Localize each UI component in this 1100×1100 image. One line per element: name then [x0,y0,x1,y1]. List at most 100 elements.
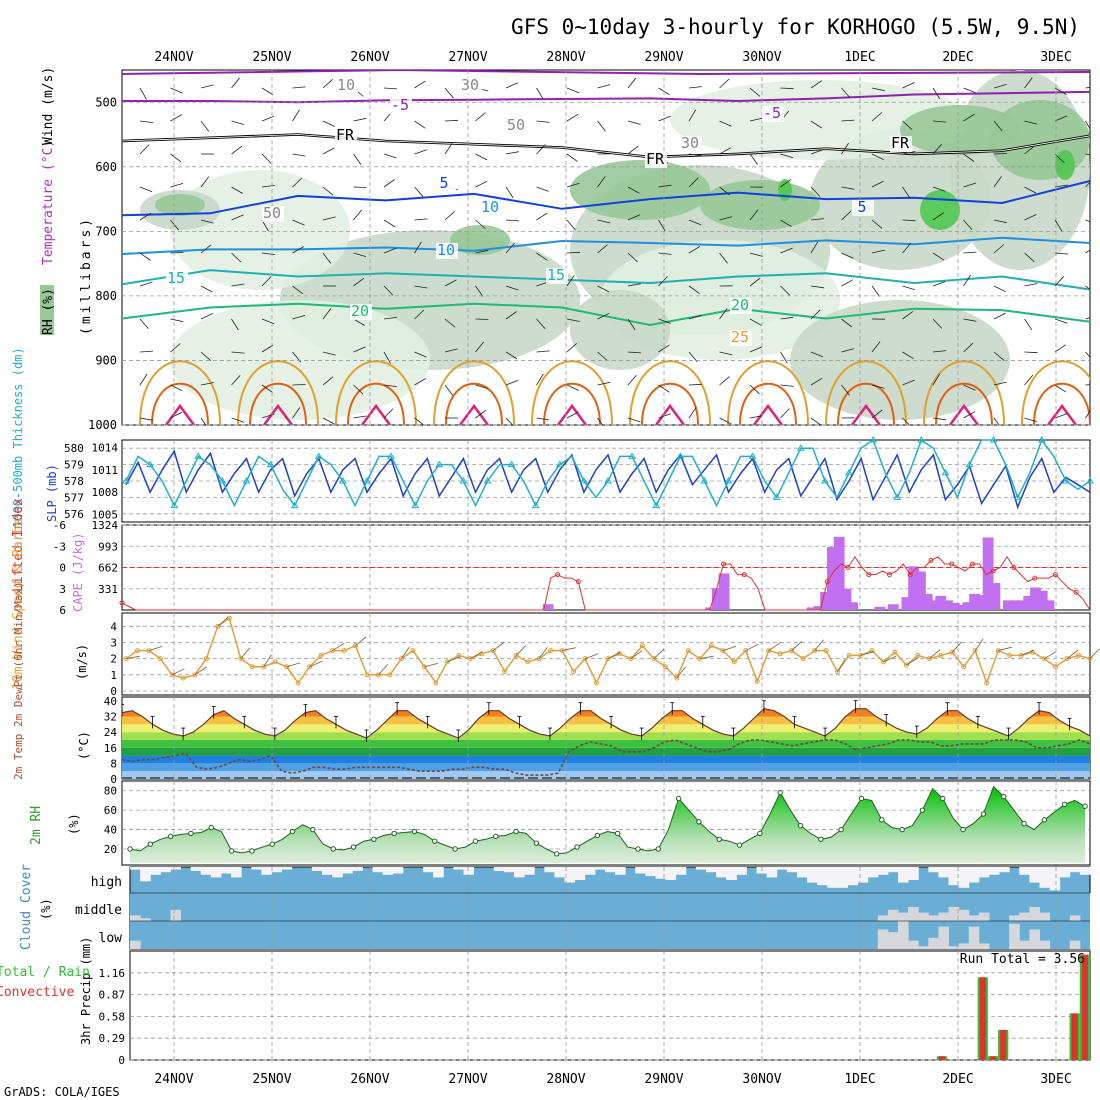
wind10m-marker [330,648,336,654]
wind10m-marker [284,664,290,670]
precip-convective-bar [1071,1013,1078,1060]
wind-barb [353,252,367,257]
isotherm-25-arch [139,360,221,425]
wind-barb [841,210,852,221]
cloud-block [170,909,182,921]
bottom-date-label: 26NOV [350,1072,389,1087]
precip-axis-label: 3hr Precip (mm) [79,937,93,1045]
temp-tick: 24 [104,726,118,739]
wind-barb [536,318,546,329]
pressure-tick: 1000 [88,418,117,432]
wind-barb [353,415,367,419]
rh-marker [208,824,214,831]
wind-barb [719,252,728,264]
wind10m-marker [295,680,301,686]
wind10m-barb [538,647,548,659]
wind-barb [353,117,367,122]
cape-bar [542,604,554,610]
wind-barb [1054,413,1068,419]
wind-barb [444,211,455,221]
isotherm-30-arch [935,382,993,425]
slp-tick: 1005 [92,509,119,522]
wind-barb [688,245,701,254]
cape-bar [969,593,980,610]
wind-barb [932,87,941,100]
thickness-marker [122,477,130,484]
wind-barb [1054,318,1068,324]
contour-label-bg [460,78,482,94]
cloud-gap [342,867,353,874]
thickness-marker [724,477,733,484]
wind10m-marker [708,643,714,649]
cloud-gap [261,867,272,875]
wind10m-marker [972,648,978,654]
temp-tick: 0 [110,773,117,786]
wind-barb [292,86,306,89]
rh-marker [1041,817,1048,823]
wind-barb [231,351,245,354]
wind-barb [688,177,699,188]
wind10m-marker [949,649,955,655]
wind-barb [810,351,824,358]
rh-marker [411,828,418,835]
wind-barb [414,120,426,129]
rh-marker [777,789,783,796]
li-marker [845,565,851,570]
rh-marker [147,841,154,847]
wind-barb [932,120,947,123]
wind-barb [810,186,821,197]
wind10m-marker [639,643,645,649]
isotherm-30-arch [543,382,601,425]
cape-bar [1043,600,1055,610]
cape-bar [874,606,886,610]
wind-barb [414,218,428,221]
wind-barb [505,379,519,386]
cloud-gap [463,867,475,875]
li-tick: -6 [53,519,66,532]
thickness-marker [1086,477,1094,484]
wind-barb [1085,87,1090,89]
wind-barb [688,383,703,386]
wind-barb [261,87,274,96]
contour-label-bg [852,200,874,216]
wind-barb [841,87,851,99]
wind-barb [566,153,578,162]
li-tick: -3 [53,540,66,553]
thickness-marker [555,460,564,468]
wind10m-marker [353,643,359,649]
rh-marker [350,844,357,850]
cloud-gap [736,867,747,875]
isotherm-35-peak [262,403,294,425]
precip-convective-bar [938,1056,946,1060]
wind-barb [1054,153,1065,164]
isotherm-20 [122,302,1090,327]
thickness-marker [363,477,371,484]
wind10m-marker [720,648,726,654]
wind-barb [963,384,976,391]
wind-barb [200,351,211,361]
wind-barb [841,119,855,122]
cloud-block [928,915,939,921]
wind-barb [200,219,214,224]
cloud-gap [503,867,515,873]
wind-barb [810,120,823,129]
cloud-gap [1019,867,1030,875]
top-date-label: 24NOV [154,50,193,65]
wind-barb [200,382,214,386]
wind-barb [993,285,1006,293]
cape-bar [887,604,899,610]
wind-barb [719,147,732,155]
cloud-block [908,907,919,921]
wind-barb [810,149,824,155]
wind-barb [963,342,974,353]
wind-barb [475,409,487,419]
upper-air-grid [122,70,1090,426]
wind10m-marker [421,664,427,670]
wind-barb [993,219,1007,224]
wind10m-marker [169,672,175,678]
wind-barb [1024,252,1035,262]
wind-barb [932,417,946,421]
contour-labels: -5 -5 FR FR FR 5 5 10 15 15 20 20 25 10 10 30 50 30 50 [166,76,912,346]
wind-barb [322,79,333,89]
li-marker [721,561,727,567]
